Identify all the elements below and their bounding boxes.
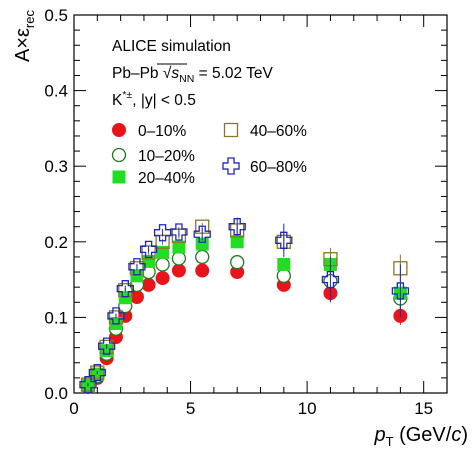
data-point (116, 280, 134, 298)
y-tick-label: 0.5 (44, 6, 68, 25)
data-point (195, 249, 210, 265)
legend-marker (112, 123, 126, 137)
axis-ticks (73, 14, 448, 394)
sqrt-symbol: √ (163, 65, 172, 82)
x-axis-title: pT (GeV/c) (373, 424, 468, 449)
x-axis-title-main: p (373, 424, 385, 446)
legend-label: 20–40% (138, 170, 195, 187)
data-point (275, 231, 293, 249)
x-tick-label: 15 (414, 399, 433, 418)
data-point (276, 268, 291, 283)
legend-label: 0–10% (138, 123, 186, 140)
s-symbol: s (171, 65, 179, 82)
data-point (321, 270, 340, 289)
data-point (153, 224, 172, 242)
y-tick-label: 0.4 (44, 82, 68, 101)
energy-value: = 5.02 TeV (194, 65, 273, 82)
legend-entry: 60–80% (222, 157, 307, 176)
data-point (90, 365, 105, 380)
data-point (99, 339, 114, 355)
y-axis-title-sub: rec (22, 10, 37, 29)
y-axis-title: A×εrec (12, 10, 37, 62)
series-4 (79, 217, 410, 394)
data-point (155, 257, 170, 272)
s-subscript: NN (179, 73, 194, 85)
x-tick-label: 5 (186, 399, 195, 418)
y-tick-label: 0.1 (44, 308, 68, 327)
data-point (171, 251, 187, 266)
experiment-label: ALICE simulation (112, 38, 231, 55)
legend-marker (111, 147, 127, 163)
data-point (171, 263, 186, 278)
legend-entry: 0–10% (112, 123, 186, 140)
data-point (107, 307, 125, 325)
x-axis-title-unit-var: c (451, 424, 461, 446)
rapidity-cut: , |y| < 0.5 (132, 92, 196, 109)
legend-label: 60–80% (250, 159, 307, 176)
legend-entry: 20–40% (112, 170, 195, 187)
data-point (172, 240, 186, 254)
data-point (170, 223, 188, 241)
data-series (79, 217, 410, 394)
legend-marker (223, 122, 239, 138)
particle-base: K (112, 92, 123, 109)
data-point (79, 376, 97, 394)
y-tick-label: 0.3 (44, 157, 68, 176)
data-point (118, 291, 132, 305)
data-point (97, 337, 116, 355)
x-axis-title-unit: (GeV/ (394, 424, 452, 446)
data-point (80, 377, 96, 392)
x-tick-label: 10 (298, 399, 317, 418)
data-point (195, 263, 210, 278)
data-point (128, 258, 146, 276)
legend: 0–10% 10–20% 20–40% 40–60% 60–80% (111, 122, 307, 187)
legend-entry: 40–60% (223, 122, 307, 140)
y-tick-label: 0.2 (44, 233, 68, 252)
y-axis-title-main: A×ε (12, 28, 34, 62)
legend-entry: 10–20% (111, 147, 195, 165)
x-tick-label: 0 (69, 399, 78, 418)
data-point (155, 271, 170, 286)
legend-label: 10–20% (138, 148, 195, 165)
particle-label: K*±, |y| < 0.5 (112, 89, 196, 109)
collision-system-label: Pb–Pb √sNN = 5.02 TeV (112, 65, 274, 85)
legend-label: 40–60% (250, 123, 307, 140)
legend-marker (222, 157, 240, 175)
particle-superscript: *± (122, 89, 132, 101)
data-point (139, 240, 158, 259)
data-point (277, 257, 291, 271)
data-point (228, 218, 246, 236)
x-axis-title-unit-close: ) (461, 424, 468, 446)
data-point (88, 363, 106, 382)
x-axis-title-sub: T (386, 434, 394, 449)
axis-tick-labels: 0 5 10 15 0.0 0.1 0.2 0.3 0.4 0.5 (44, 6, 433, 418)
system-prefix: Pb–Pb (112, 65, 163, 82)
data-point (193, 225, 211, 243)
data-point (156, 245, 170, 259)
data-point (230, 235, 244, 249)
data-point (230, 255, 245, 270)
data-point (391, 282, 410, 300)
y-tick-label: 0.0 (44, 384, 68, 403)
legend-marker (112, 170, 126, 184)
